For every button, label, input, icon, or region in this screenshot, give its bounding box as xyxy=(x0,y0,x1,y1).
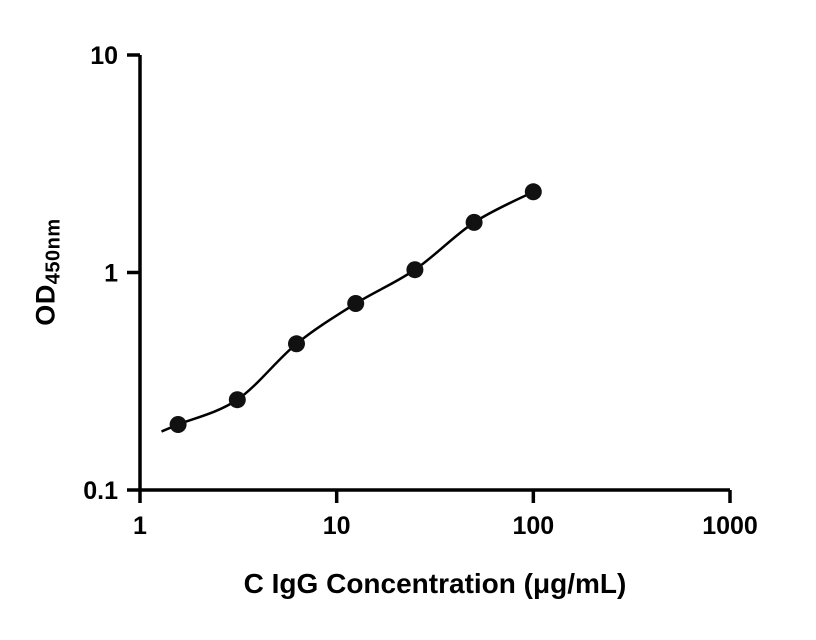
x-tick-label: 1000 xyxy=(702,512,758,540)
axes-frame xyxy=(138,55,730,492)
data-point xyxy=(169,416,187,433)
y-tick-label: 1 xyxy=(104,260,118,288)
y-axis-title: OD450nm xyxy=(31,218,66,325)
y-tick-label: 0.1 xyxy=(83,477,118,505)
data-point xyxy=(228,391,246,409)
data-point xyxy=(406,261,424,279)
data-point xyxy=(465,213,483,231)
x-tick-label: 100 xyxy=(512,512,554,540)
data-point xyxy=(288,335,305,353)
y-tick-label: 10 xyxy=(90,42,118,70)
y-axis-title-main: OD xyxy=(30,284,61,326)
data-point xyxy=(347,295,365,312)
x-tick-label: 10 xyxy=(323,512,351,540)
x-axis-title: C IgG Concentration (μg/mL) xyxy=(243,568,627,599)
data-point xyxy=(524,183,542,201)
y-axis-title-sub: 450nm xyxy=(42,218,65,285)
x-tick-label: 1 xyxy=(133,512,147,540)
